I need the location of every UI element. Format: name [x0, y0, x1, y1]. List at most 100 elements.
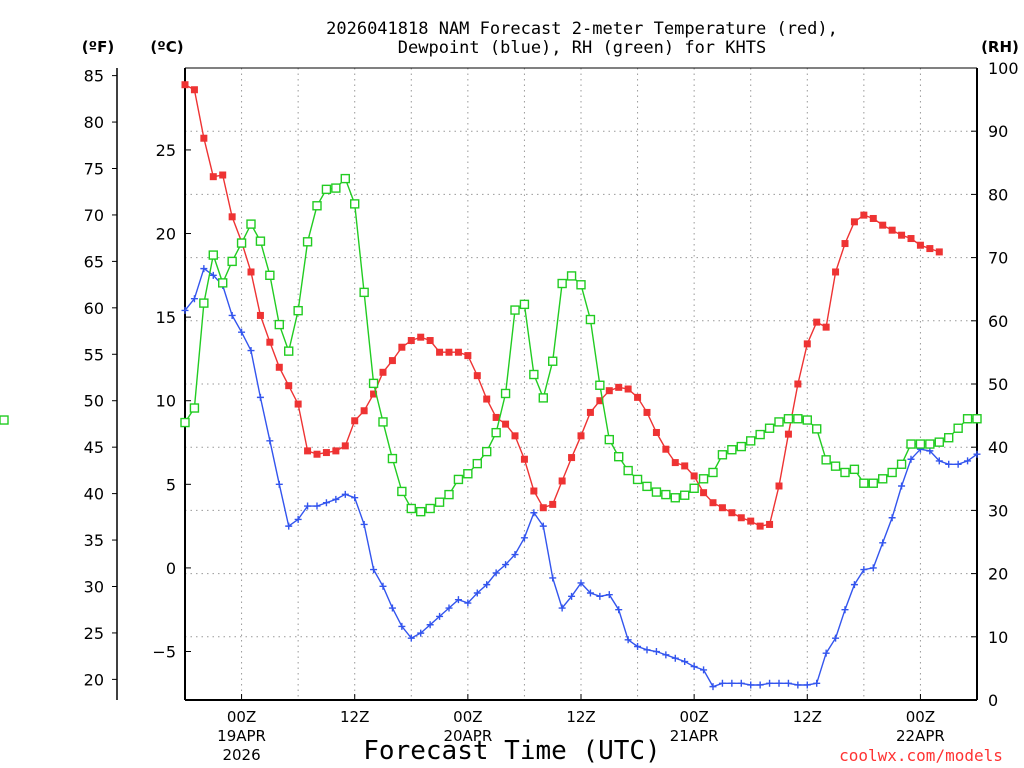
temperature-point: [888, 226, 896, 234]
rh-point: [953, 423, 963, 433]
rh-point: [425, 503, 435, 514]
temperature-point: [492, 413, 500, 421]
rh-point: [708, 467, 718, 478]
dewpoint-point: [775, 679, 783, 687]
temperature-point: [200, 134, 208, 142]
dewpoint-point: [417, 629, 425, 637]
temperature-point: [728, 509, 736, 517]
x-date-label: 22APR: [896, 727, 945, 745]
temperature-point: [247, 268, 255, 276]
dewpoint-point: [662, 651, 670, 659]
dewpoint-point: [379, 582, 387, 590]
dewpoint-point: [945, 460, 953, 468]
rh-point: [218, 278, 228, 288]
temperature-point: [228, 213, 236, 221]
dewpoint-point: [322, 499, 330, 507]
rh-point: [444, 489, 454, 500]
rh-point: [548, 356, 558, 366]
dewpoint-point: [454, 596, 462, 604]
rh-point: [246, 219, 256, 229]
temperature-point: [398, 343, 406, 351]
rh-point: [896, 459, 907, 469]
dewpoint-point: [728, 679, 736, 687]
rh-point: [482, 446, 492, 457]
dewpoint-point: [709, 683, 717, 691]
fahrenheit-tick-label: 45: [84, 438, 104, 457]
temperature-point: [351, 417, 359, 425]
dewpoint-point: [398, 622, 406, 630]
temperature-point: [473, 372, 481, 380]
fahrenheit-tick-label: 70: [84, 206, 104, 225]
dewpoint-point: [332, 495, 340, 503]
temperature-point: [520, 455, 528, 463]
rh-point: [604, 434, 614, 445]
temperature-point: [454, 348, 462, 356]
rh-tick-label: 50: [988, 375, 1008, 394]
rh-point: [651, 487, 662, 497]
temperature-point: [266, 338, 274, 346]
rh-point: [378, 417, 388, 427]
rh-point: [925, 439, 935, 449]
temperature-point: [464, 352, 472, 360]
dewpoint-point: [596, 592, 604, 600]
temperature-point: [803, 340, 811, 348]
chart-title-line: Dewpoint (blue), RH (green) for KHTS: [398, 38, 766, 58]
temperature-point: [822, 323, 830, 331]
temperature-point: [643, 408, 651, 416]
rh-point: [199, 298, 209, 308]
fahrenheit-tick-label: 40: [84, 485, 104, 504]
celsius-tick-label: 5: [166, 475, 176, 494]
dewpoint-point: [445, 604, 453, 612]
rh-point: [736, 441, 746, 452]
dewpoint-point: [388, 604, 396, 612]
rh-point: [623, 465, 633, 476]
temperature-point: [511, 432, 519, 440]
rh-point: [746, 436, 756, 446]
dewpoint-point: [766, 679, 774, 687]
rh-point: [878, 474, 888, 484]
temperature-point: [417, 333, 425, 341]
celsius-tick-label: −5: [152, 643, 176, 662]
fahrenheit-tick-label: 60: [84, 299, 104, 318]
dewpoint-point: [256, 393, 264, 401]
rh-point: [519, 299, 530, 310]
temperature-point: [615, 383, 623, 391]
rh-point: [614, 451, 624, 462]
dewpoint-point: [850, 581, 858, 589]
x-tick-label: 00Z: [906, 708, 935, 726]
dewpoint-point: [238, 328, 246, 336]
rh-point: [661, 489, 671, 500]
rh-point: [312, 201, 322, 211]
fahrenheit-unit-label: (ºF): [82, 38, 114, 56]
dewpoint-point: [473, 589, 481, 597]
dewpoint-point: [247, 347, 255, 355]
temperature-point: [766, 520, 774, 528]
temperature-point: [181, 81, 189, 89]
dewpoint-point: [520, 534, 528, 542]
temperature-point: [558, 477, 566, 485]
temperature-point: [634, 393, 642, 401]
rh-point: [406, 503, 416, 514]
series-rh: [0, 173, 982, 517]
rh-point: [331, 183, 341, 193]
temperature-point: [813, 318, 821, 326]
temperature-point: [690, 472, 698, 480]
rh-point: [274, 319, 284, 330]
dewpoint-point: [869, 564, 877, 572]
x-tick-label: 12Z: [566, 708, 595, 726]
temperature-point: [445, 348, 453, 356]
dewpoint-point: [577, 579, 585, 587]
rh-point: [416, 506, 426, 517]
dewpoint-point: [671, 654, 679, 662]
rh-point: [340, 173, 350, 184]
temperature-point: [784, 430, 792, 438]
temperature-point: [219, 171, 227, 179]
temperature-point: [549, 500, 557, 508]
temperature-point: [756, 522, 764, 530]
dewpoint-point: [907, 455, 915, 463]
dewpoint-point: [624, 636, 632, 644]
dewpoint-point: [794, 681, 802, 689]
temperature-point: [850, 218, 858, 226]
x-tick-label: 00Z: [679, 708, 708, 726]
